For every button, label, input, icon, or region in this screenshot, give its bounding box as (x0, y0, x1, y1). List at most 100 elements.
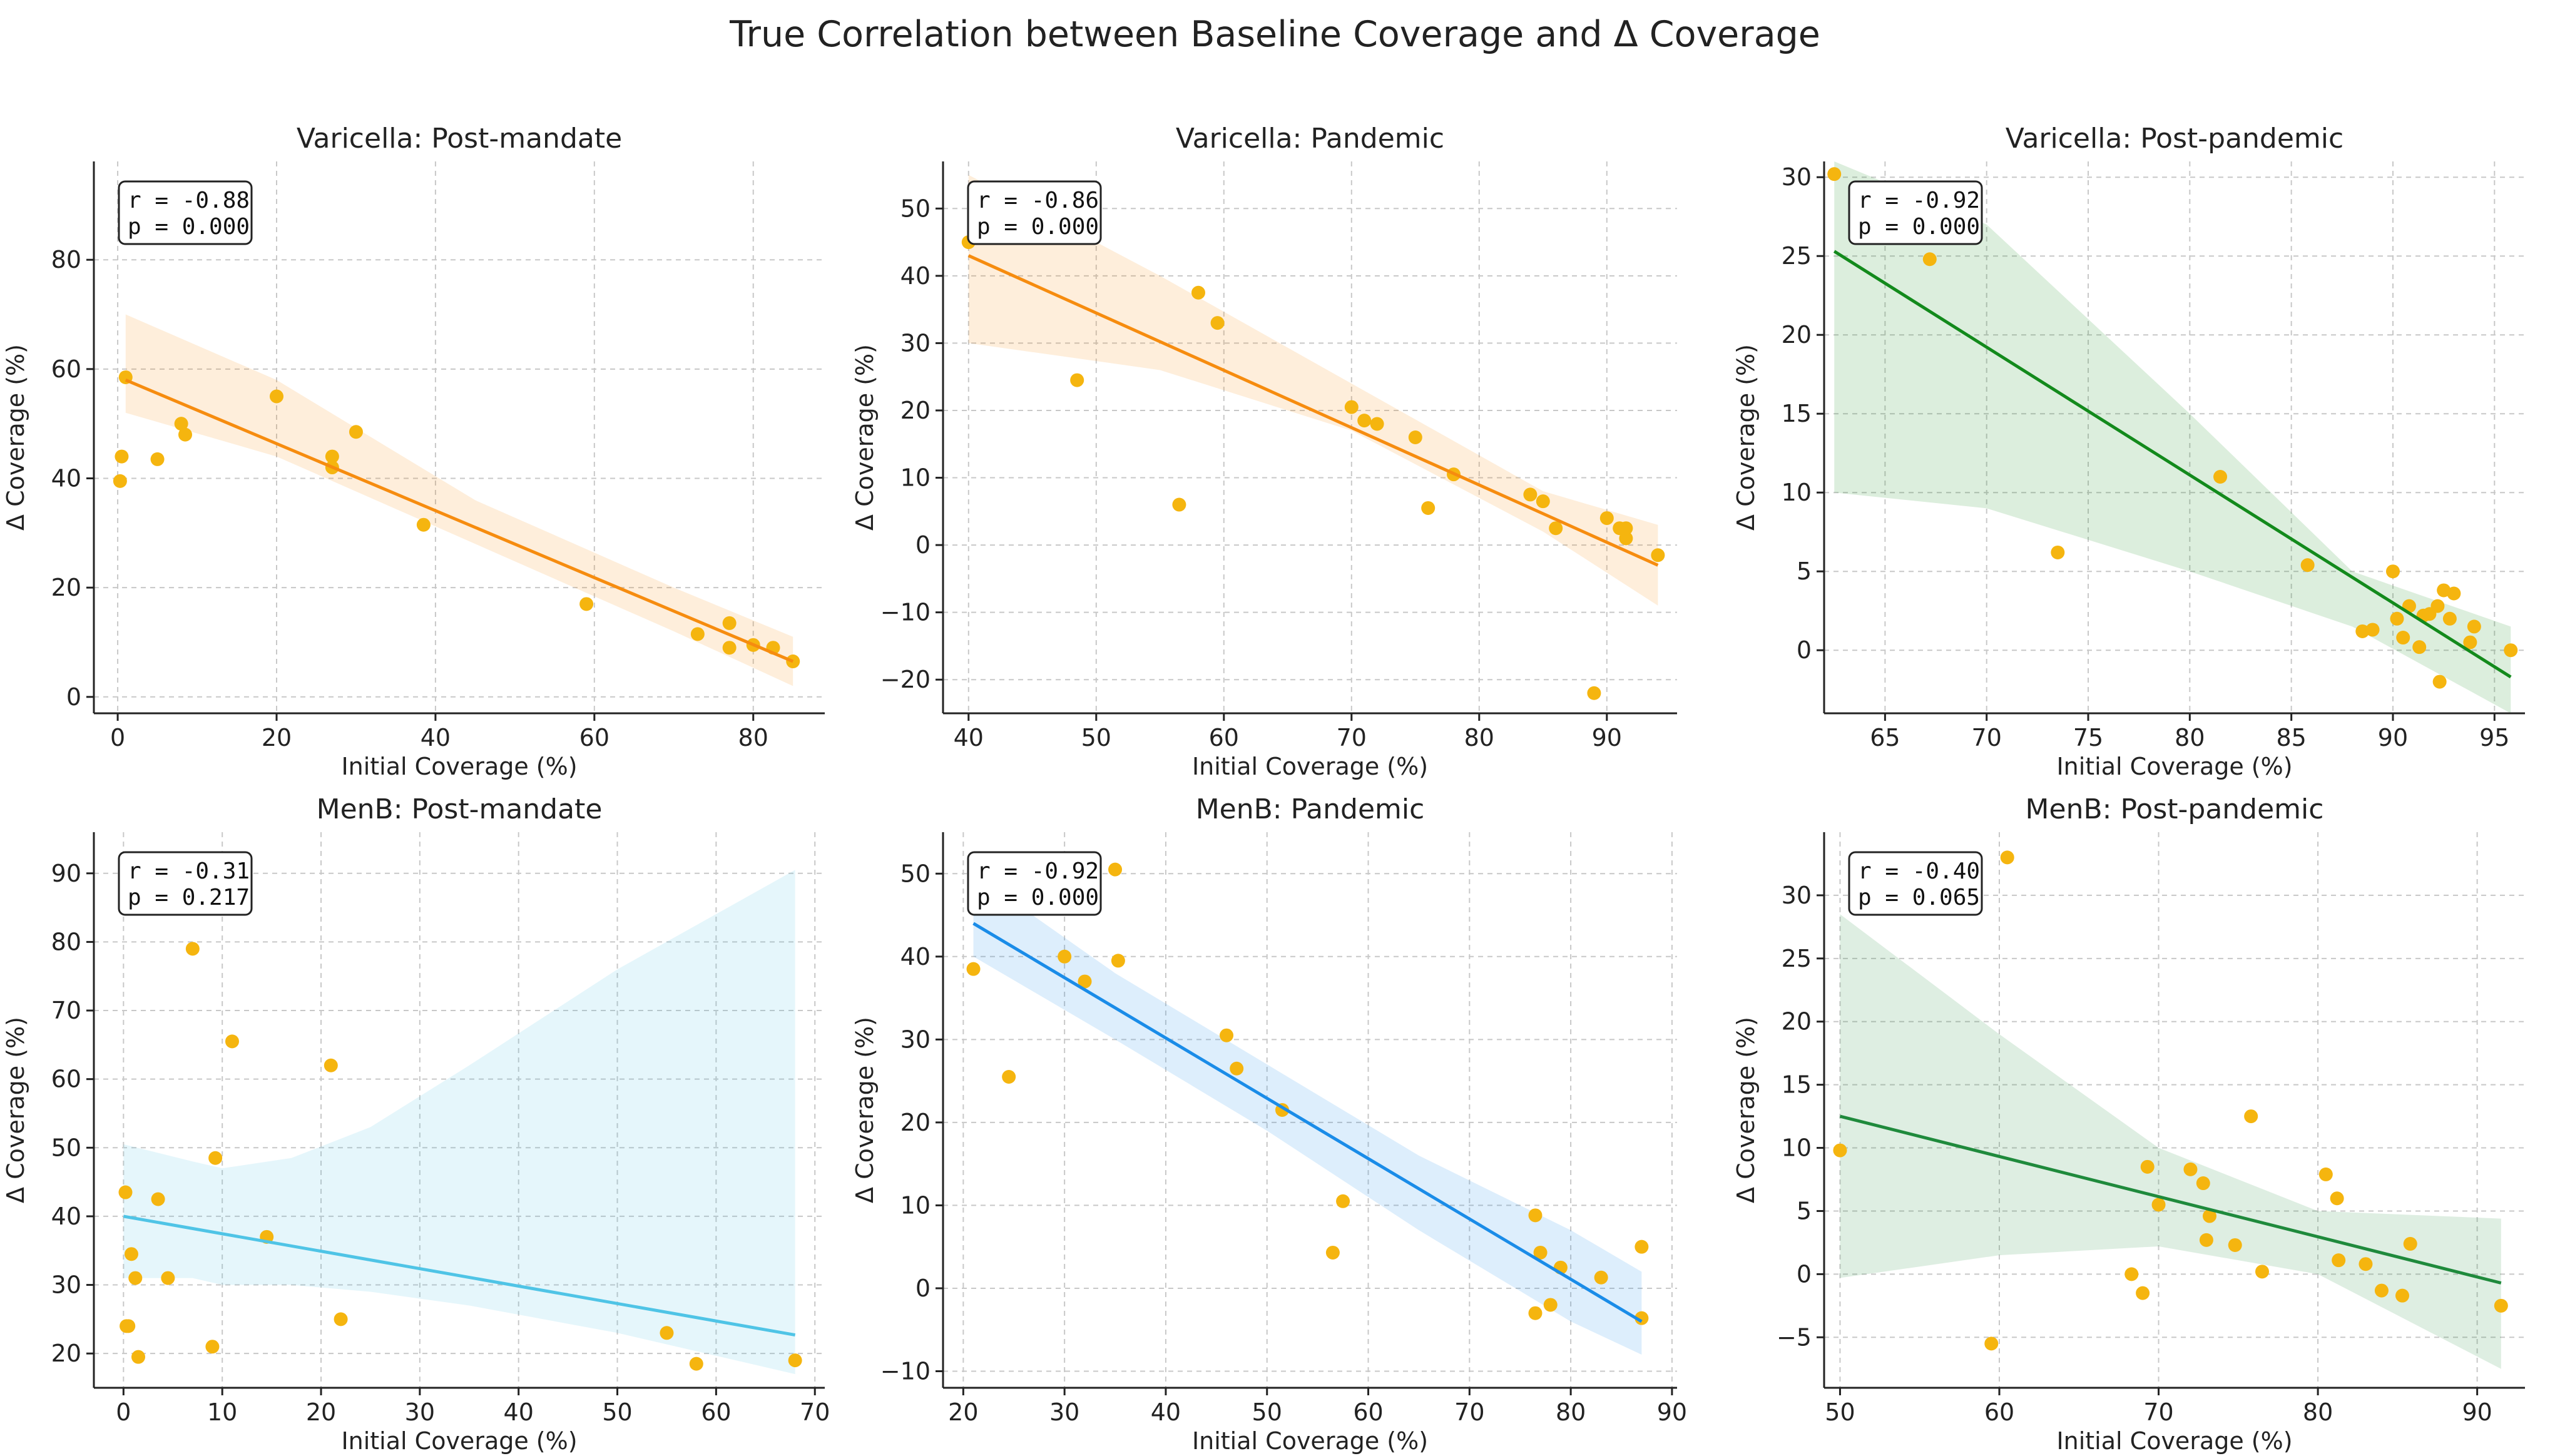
x-tick-label: 60 (701, 1398, 731, 1426)
data-point (1108, 862, 1123, 877)
stats-box (1848, 180, 1983, 245)
y-tick-label: 60 (51, 1066, 81, 1093)
y-tick-label: 20 (900, 397, 931, 424)
x-tick-label: 90 (2462, 1398, 2492, 1426)
x-tick-label: 70 (800, 1398, 830, 1426)
data-point (2396, 631, 2410, 645)
data-point (2196, 1176, 2210, 1191)
data-point (2365, 623, 2380, 637)
data-point (1587, 686, 1601, 700)
data-point (2412, 640, 2427, 654)
data-point (690, 627, 705, 641)
data-point (722, 616, 737, 630)
data-point (2355, 624, 2370, 638)
stats-box (118, 180, 253, 245)
x-axis-label: Initial Coverage (%) (2056, 753, 2292, 780)
y-tick-label: 0 (66, 683, 81, 711)
y-tick-label: 20 (1782, 1008, 1812, 1036)
stats-p-value: p = 0.000 (977, 885, 1099, 910)
data-point (2463, 635, 2477, 649)
subplot-title: MenB: Post-mandate (317, 793, 603, 825)
data-point (2494, 1298, 2508, 1313)
y-tick-label: 0 (1797, 636, 1812, 664)
data-point (2430, 599, 2445, 613)
x-tick-label: 20 (306, 1398, 336, 1426)
regression-line (123, 1214, 796, 1337)
data-point (1594, 1270, 1608, 1285)
data-point (324, 1058, 338, 1072)
x-tick-label: 60 (1984, 1398, 2014, 1426)
x-tick-label: 60 (1209, 724, 1239, 751)
data-point (225, 1034, 239, 1049)
regression-line (967, 254, 1659, 567)
x-tick-label: 70 (1454, 1398, 1484, 1426)
y-tick-label: 80 (51, 246, 81, 273)
data-point (151, 1192, 165, 1206)
y-tick-label: 50 (900, 195, 931, 222)
y-tick-label: 40 (900, 943, 931, 970)
data-point (689, 1357, 703, 1371)
x-tick-label: 50 (602, 1398, 632, 1426)
data-point (1325, 1245, 1340, 1260)
x-tick-label: 50 (1252, 1398, 1282, 1426)
data-point (2359, 1257, 2373, 1271)
data-point (2255, 1265, 2269, 1279)
x-tick-label: 40 (421, 724, 451, 751)
y-tick-label: 15 (1782, 400, 1812, 427)
data-point (1058, 949, 1072, 964)
x-tick-label: 40 (1151, 1398, 1181, 1426)
y-tick-label: 20 (900, 1109, 931, 1136)
data-point (2403, 1236, 2417, 1251)
data-point (1635, 1240, 1649, 1254)
x-tick-label: 0 (110, 724, 125, 751)
data-point (2447, 586, 2461, 601)
data-point (1833, 1143, 1847, 1158)
stats-p-value: p = 0.065 (1858, 885, 1980, 910)
data-point (1543, 1298, 1558, 1312)
stats-r-value: r = -0.31 (128, 858, 250, 884)
y-tick-label: 0 (915, 1275, 931, 1302)
data-point (2374, 1283, 2389, 1298)
y-tick-label: 10 (900, 1191, 931, 1219)
y-axis-label: Δ Coverage (%) (2, 1017, 29, 1203)
y-axis-label: Δ Coverage (%) (1732, 1017, 1760, 1203)
data-point (416, 517, 431, 532)
data-point (660, 1326, 674, 1340)
subplot-title: Varicella: Post-pandemic (2006, 123, 2343, 155)
data-point (2330, 1191, 2344, 1206)
x-axis-label: Initial Coverage (%) (2056, 1427, 2292, 1455)
y-tick-label: 10 (900, 464, 931, 492)
x-tick-label: 75 (2073, 724, 2103, 751)
x-tick-label: 0 (116, 1398, 131, 1426)
subplot-6: 50 60 70 80 90 −5 0 5 10 15 20 25 30 MenB: Post-pande… (1732, 793, 2525, 1455)
data-point (121, 1319, 136, 1333)
x-tick-label: 50 (1825, 1398, 1855, 1426)
subplot-3: 65 70 75 80 85 90 95 0 5 10 15 20 25 30 Varicella: Pos… (1732, 123, 2525, 780)
data-point (1528, 1306, 1543, 1320)
data-point (1549, 521, 1563, 536)
x-tick-label: 80 (2175, 724, 2205, 751)
x-tick-label: 90 (1592, 724, 1622, 751)
data-point (1111, 954, 1125, 968)
x-tick-label: 90 (1657, 1398, 1687, 1426)
y-tick-label: −10 (880, 1357, 931, 1385)
subplot-title: MenB: Post-pandemic (2026, 793, 2324, 825)
data-point (2199, 1233, 2213, 1247)
data-point (150, 452, 165, 466)
y-tick-label: 70 (51, 997, 81, 1024)
x-tick-label: 70 (1972, 724, 2002, 751)
y-tick-label: 20 (1782, 321, 1812, 349)
stats-p-value: p = 0.000 (128, 214, 250, 240)
y-tick-label: 40 (51, 1203, 81, 1230)
x-axis-label: Initial Coverage (%) (341, 753, 577, 780)
y-tick-label: 30 (900, 1026, 931, 1053)
y-tick-label: 40 (51, 464, 81, 492)
data-point (2385, 564, 2400, 579)
y-tick-label: 20 (51, 574, 81, 601)
data-point (579, 597, 594, 611)
data-point (1370, 417, 1384, 431)
data-point (2140, 1159, 2155, 1174)
y-tick-label: 40 (900, 262, 931, 290)
figure-title: True Correlation between Baseline Covera… (730, 14, 1820, 55)
x-tick-label: 80 (738, 724, 768, 751)
